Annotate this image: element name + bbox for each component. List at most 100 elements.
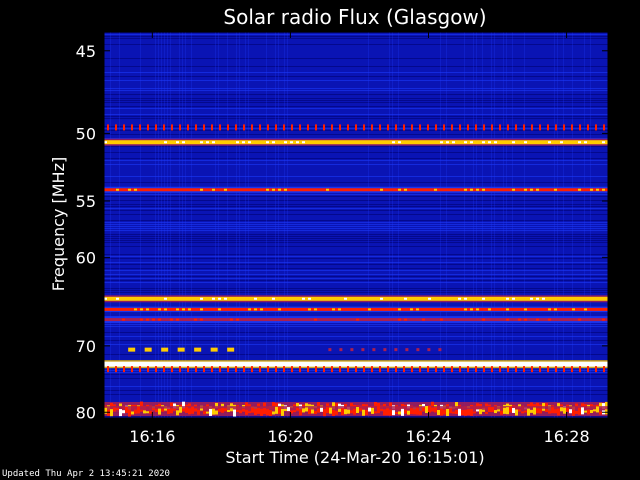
- band-noise: [350, 410, 353, 414]
- band-noise: [389, 402, 392, 409]
- texture-row: [104, 290, 608, 291]
- band-noise: [362, 409, 365, 416]
- band-dot: [147, 124, 149, 131]
- band-dot: [283, 124, 285, 131]
- band-speckle: [512, 297, 515, 300]
- band-noise: [407, 410, 410, 415]
- band-dot: [187, 124, 189, 131]
- texture-column: [185, 32, 186, 418]
- band-noise: [461, 410, 464, 416]
- band-speckle: [236, 318, 239, 321]
- band-noise: [170, 408, 173, 414]
- band-noise: [215, 402, 218, 408]
- band-speckle: [416, 308, 419, 311]
- band-noise: [449, 408, 452, 414]
- band-dot: [131, 366, 133, 373]
- band-speckle: [104, 141, 107, 144]
- band-dot: [179, 366, 181, 373]
- band-speckle: [416, 363, 419, 366]
- band-speckle: [290, 141, 293, 144]
- band-dash: [177, 347, 185, 352]
- band-speckle: [338, 308, 341, 311]
- band-noise: [302, 408, 305, 413]
- band-speckle: [200, 363, 203, 366]
- plot-frame: [103, 31, 609, 419]
- band-noise: [281, 408, 284, 416]
- band-core: [104, 140, 608, 145]
- axes: 45 50 55 60 70 80 16:16 16:20 16:24 16:28: [76, 32, 608, 446]
- band-dot: [315, 366, 317, 373]
- band-core: [104, 307, 608, 311]
- band-dot: [579, 366, 581, 373]
- band-noise: [143, 410, 146, 414]
- band-noise: [404, 409, 407, 414]
- y-axis-label: Frequency [MHz]: [49, 157, 68, 291]
- band-dot: [435, 366, 437, 373]
- band-speckle: [158, 318, 161, 321]
- band-noise: [314, 410, 317, 414]
- band-speckle: [314, 363, 317, 366]
- band-speckle: [320, 363, 323, 366]
- band-dot: [195, 366, 197, 373]
- texture-row: [104, 230, 608, 231]
- band-noise: [332, 410, 335, 417]
- band-speckle: [188, 308, 191, 311]
- band-noise: [272, 402, 275, 410]
- band-speckle: [536, 188, 539, 191]
- band-dot: [483, 124, 485, 131]
- band-speckle: [164, 297, 167, 300]
- band-speckle: [278, 308, 281, 311]
- band-noise: [422, 403, 425, 408]
- band-dot: [347, 366, 349, 373]
- band-noise: [161, 408, 164, 412]
- band-noise: [530, 402, 533, 408]
- texture-column: [440, 32, 441, 418]
- texture-column: [218, 32, 219, 418]
- band-noise: [119, 403, 122, 407]
- band-dot: [115, 366, 117, 373]
- band-noise: [305, 407, 308, 412]
- band-speckle: [176, 363, 179, 366]
- band-speckle: [176, 308, 179, 311]
- band-speckle: [158, 308, 161, 311]
- texture-row: [104, 268, 608, 269]
- band-noise: [347, 409, 350, 414]
- band-speckle: [344, 297, 347, 300]
- band-speckle: [368, 308, 371, 311]
- band-speckle: [476, 363, 479, 366]
- band-noise: [578, 407, 581, 415]
- band-noise: [485, 411, 488, 414]
- texture-column: [278, 32, 279, 418]
- band-noise: [422, 407, 425, 412]
- texture-row: [104, 254, 608, 255]
- band-noise: [428, 405, 431, 413]
- band-dot: [595, 366, 597, 373]
- band-noise: [416, 407, 419, 415]
- band-noise: [557, 408, 560, 416]
- texture-row: [104, 114, 608, 115]
- band-noise: [374, 411, 377, 414]
- band-speckle: [464, 141, 467, 144]
- band-speckle: [134, 188, 137, 191]
- band-speckle: [512, 141, 515, 144]
- band-noise: [365, 409, 368, 415]
- band-dot: [307, 366, 309, 373]
- band-speckle: [224, 297, 227, 300]
- texture-row: [104, 88, 608, 89]
- texture-row: [104, 164, 608, 165]
- band-noise: [443, 409, 446, 415]
- band-speckle: [482, 297, 485, 300]
- band-4: [104, 306, 608, 313]
- band-dot: [275, 124, 277, 131]
- band-noise: [374, 401, 377, 409]
- band-speckle: [380, 188, 383, 191]
- band-noise: [263, 408, 266, 415]
- texture-row: [104, 44, 608, 45]
- band-noise: [155, 409, 158, 413]
- band-speckle: [164, 141, 167, 144]
- band-dot: [563, 366, 565, 373]
- texture-row: [104, 270, 608, 271]
- band-speckle: [344, 363, 347, 366]
- band-speckle: [356, 318, 359, 321]
- band-noise: [488, 407, 491, 413]
